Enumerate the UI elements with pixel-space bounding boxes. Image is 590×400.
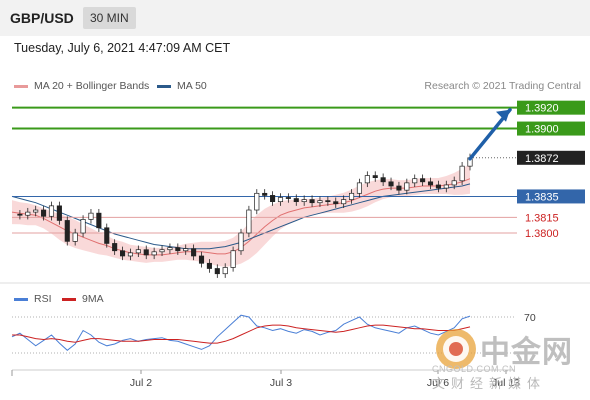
candle-body [80,219,86,234]
candle-body [364,175,370,184]
candle-body [309,199,315,204]
candle-body [56,205,62,221]
candle-body [262,192,268,196]
candle-body [404,182,410,191]
x-tick-label: Jul 6 [427,377,449,389]
candle-body [238,232,244,252]
candle-body [356,182,362,194]
candle-body [420,178,426,183]
candle-body [127,252,133,257]
candle-body [33,209,39,213]
candle-body [380,177,386,183]
candle-body [443,184,449,189]
level-label-1.3835: 1.3835 [525,191,559,203]
candle-body [349,192,355,200]
candle-body [277,197,284,203]
x-tick-label: Jul 3 [270,377,292,389]
legend-ma20-label: MA 20 + Bollinger Bands [34,80,150,92]
candle-body [72,232,78,242]
candle-body [246,209,252,234]
ma9-swatch [62,297,76,301]
watermark-cn: 中金网 [480,335,573,370]
candle-body [17,213,23,216]
x-tick-label: Jul 2 [130,377,152,389]
watermark: 中金网 CNGOLD.COM.CN 文财经新媒体 [432,327,582,392]
level-label-1.3800: 1.3800 [525,228,559,240]
candle-body [25,211,31,216]
candle-body [198,255,205,264]
level-box-1.3920 [517,100,585,115]
candle-body [112,243,118,252]
level-box-1.3872 [517,150,585,165]
level-label-1.3920: 1.3920 [525,103,559,115]
candle-body [230,250,236,268]
candle-body [222,267,228,275]
candle-body [41,209,47,217]
rsi-ma9-line [12,324,471,344]
header-bar: GBP/USD 30 MIN [0,0,590,36]
candle-body [120,250,126,257]
rsi-swatch [14,297,28,301]
candle-body [270,195,276,203]
candle-body [301,199,307,203]
level-box-1.3835 [517,189,585,204]
candle-body [333,201,339,205]
candle-body [285,197,291,199]
candle-body [104,227,110,244]
candle-body [317,200,323,204]
candle-body [167,247,173,251]
watermark-en: CNGOLD.COM.CN [432,364,517,374]
forecast-arrow-head [496,109,510,122]
candle-body [191,248,197,257]
candle-body [206,262,212,269]
level-label-1.3872: 1.3872 [525,153,559,165]
bollinger-band [12,163,470,267]
candle-body [412,178,418,184]
candle-body [48,205,55,217]
rsi-70-label: 70 [524,312,536,324]
candle-body [88,212,94,220]
candle-body [175,247,181,252]
level-label-1.3815: 1.3815 [525,212,559,224]
candle-body [96,212,102,229]
candle-body [159,249,165,253]
legend-rsi-label: RSI [34,293,52,305]
candle-body [459,165,465,182]
timeframe-badge[interactable]: 30 MIN [83,7,136,29]
legend-rsi: RSI [14,293,52,305]
legend-ma50: MA 50 [157,80,207,92]
watermark-logo-icon [436,329,476,369]
candle-body [143,249,149,256]
level-box-1.3900 [517,121,585,136]
ma20-swatch [14,84,28,88]
candle-body [151,251,157,256]
candle-body [341,199,347,205]
ma50-swatch [157,84,171,88]
candle-body [427,181,434,186]
watermark-sub: 文财经新媒体 [432,377,547,392]
rsi-line [11,314,471,351]
level-label-1.3900: 1.3900 [525,124,559,136]
timestamp: Tuesday, July 6, 2021 4:47:09 AM CET [14,41,231,55]
candle-body [64,220,70,242]
legend-9ma: 9MA [62,293,104,305]
candle-body [396,185,402,191]
legend-ma20: MA 20 + Bollinger Bands [14,80,149,92]
candle-body [451,180,457,186]
legend-9ma-label: 9MA [82,293,104,305]
candle-body [372,175,378,178]
instrument-title: GBP/USD [10,10,74,26]
candle-body [435,184,441,189]
candle-body [325,200,331,203]
candle-body [183,248,189,252]
candle-body [214,268,220,275]
candle-body [135,249,141,254]
legend-ma50-label: MA 50 [177,80,207,92]
credit-text: Research © 2021 Trading Central [424,80,581,92]
candle-body [293,198,299,203]
candle-body [254,192,260,211]
candle-body [388,181,394,187]
x-tick-label: Jul 13 [492,377,520,389]
